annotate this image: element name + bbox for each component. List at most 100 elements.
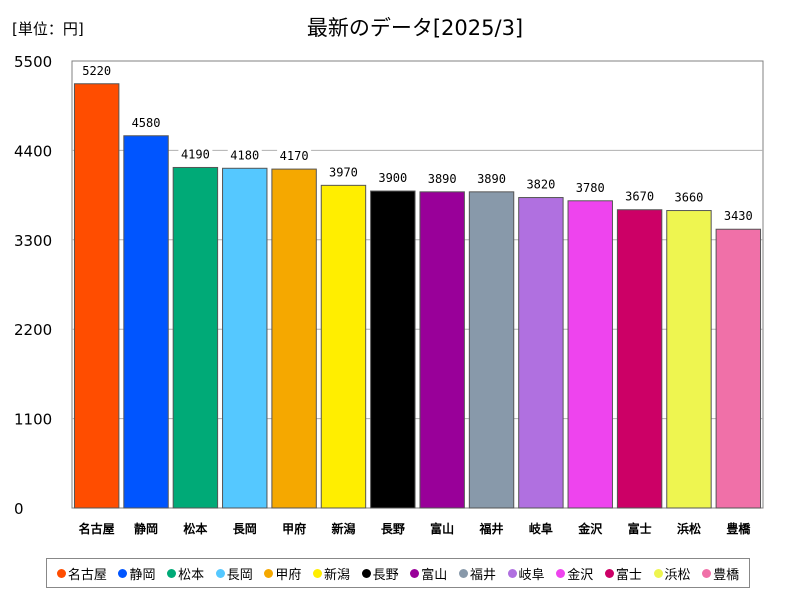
legend-item: 名古屋: [56, 564, 107, 583]
legend-swatch: [215, 568, 225, 578]
legend-label: 豊橋: [713, 567, 740, 583]
data-label-bg: [326, 163, 361, 180]
bar: [123, 135, 169, 509]
legend-item: 長岡: [215, 564, 253, 583]
bar: [320, 184, 367, 509]
bar: [73, 83, 120, 509]
data-label-bg: [671, 188, 706, 205]
x-tick-label: 新潟: [331, 521, 355, 536]
legend-label: 名古屋: [67, 567, 107, 583]
data-label: 3780: [576, 181, 605, 195]
data-label-bg: [523, 175, 558, 192]
chart-legend: 名古屋 静岡 松本 長岡 甲府 新潟 長野 富山 福井 岐阜 金沢 富士 浜松 豊橋: [46, 558, 750, 588]
legend-swatch: [556, 568, 566, 578]
bar: [518, 197, 564, 509]
legend-swatch: [264, 568, 274, 578]
x-tick-label: 松本: [183, 521, 207, 536]
chart-title: 最新のデータ[2025/3]: [306, 16, 524, 40]
data-label: 4580: [132, 116, 161, 130]
legend-swatch: [604, 568, 614, 578]
data-label-bg: [375, 169, 410, 186]
legend-label: 長野: [372, 567, 399, 583]
bar: [172, 166, 219, 509]
data-label-bg: [573, 178, 608, 195]
bar: [370, 190, 416, 509]
y-tick-label: 5500: [14, 53, 52, 71]
x-tick-label: 浜松: [677, 521, 701, 536]
data-label: 4170: [280, 149, 309, 163]
x-tick-label: 岐阜: [529, 521, 553, 536]
legend-label: 静岡: [129, 567, 156, 583]
legend-label: 岐阜: [518, 567, 545, 583]
legend-label: 富山: [421, 567, 448, 583]
legend-swatch: [313, 568, 323, 578]
data-label-bg: [474, 169, 509, 186]
legend-item: 長野: [361, 564, 399, 583]
legend-label: 金沢: [567, 567, 594, 583]
data-label-bg: [277, 147, 312, 164]
legend-swatch: [118, 568, 128, 578]
data-label-bg: [79, 61, 114, 78]
legend-swatch: [361, 568, 371, 578]
legend-swatch: [458, 568, 468, 578]
legend-item: 甲府: [264, 564, 301, 583]
data-label: 3430: [724, 209, 753, 223]
legend-label: 富士: [615, 567, 642, 583]
data-label: 3890: [477, 172, 506, 186]
data-label: 4190: [181, 147, 210, 161]
legend-item: 金沢: [556, 564, 593, 583]
y-tick-label: 4400: [14, 142, 52, 160]
legend-item: 富士: [604, 564, 642, 583]
bar: [567, 200, 613, 509]
y-tick-label: 1100: [14, 411, 52, 429]
legend-item: 静岡: [118, 564, 155, 583]
bar: [271, 168, 317, 509]
data-label-bg: [622, 187, 657, 204]
legend-label: 長岡: [226, 567, 253, 583]
x-tick-label: 金沢: [577, 521, 603, 536]
legend-item: 富山: [410, 564, 447, 583]
x-tick-label: 長野: [381, 521, 405, 536]
data-label: 5220: [82, 64, 111, 78]
data-label: 3670: [625, 190, 654, 204]
legend-swatch: [56, 568, 66, 578]
x-tick-label: 長岡: [233, 521, 257, 536]
x-tick-label: 静岡: [134, 521, 158, 536]
legend-label: 浜松: [664, 567, 691, 583]
legend-label: 新潟: [324, 567, 351, 583]
data-label: 4180: [230, 148, 259, 162]
data-label-bg: [227, 146, 262, 163]
data-label: 3970: [329, 165, 358, 179]
legend-label: 福井: [469, 567, 496, 583]
y-tick-label: 0: [14, 500, 24, 518]
data-label: 3890: [428, 172, 457, 186]
x-tick-label: 福井: [479, 521, 504, 536]
legend-swatch: [653, 568, 663, 578]
x-tick-label: 甲府: [282, 521, 306, 536]
bar: [419, 191, 465, 509]
legend-label: 甲府: [275, 567, 302, 583]
bar: [616, 209, 663, 509]
data-label: 3820: [526, 178, 555, 192]
data-label-bg: [721, 207, 756, 224]
legend-swatch: [702, 568, 712, 578]
legend-item: 新潟: [313, 564, 350, 583]
x-tick-label: 名古屋: [79, 521, 115, 536]
data-label-bg: [129, 113, 164, 130]
data-label: 3900: [378, 171, 407, 185]
x-tick-label: 豊橋: [726, 521, 751, 536]
legend-swatch: [507, 568, 517, 578]
legend-swatch: [410, 568, 420, 578]
legend-item: 浜松: [653, 564, 691, 583]
data-label-bg: [425, 169, 460, 186]
bar: [715, 228, 762, 509]
x-tick-label: 富士: [628, 521, 652, 536]
legend-item: 松本: [167, 564, 204, 583]
legend-item: 豊橋: [702, 564, 739, 583]
legend-label: 松本: [178, 567, 205, 583]
data-label: 3660: [675, 191, 704, 205]
legend-item: 岐阜: [507, 564, 545, 583]
bar: [468, 191, 515, 509]
y-tick-label: 3300: [14, 232, 52, 250]
